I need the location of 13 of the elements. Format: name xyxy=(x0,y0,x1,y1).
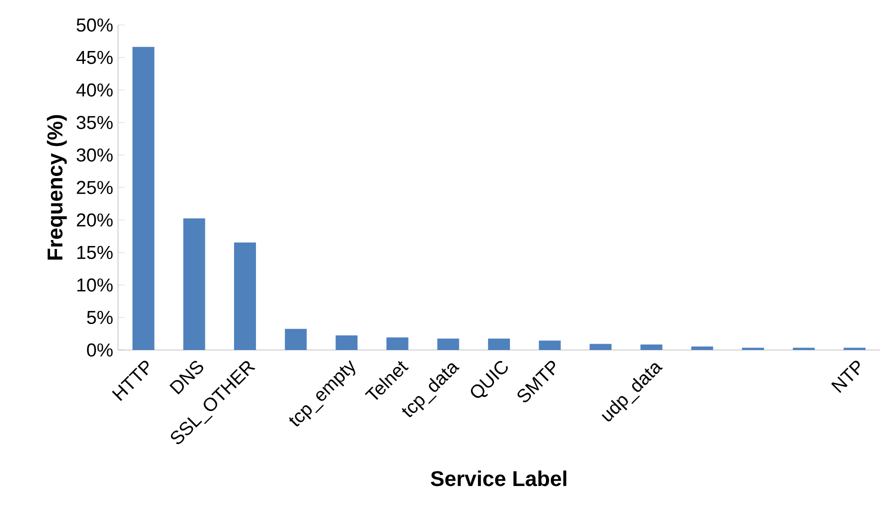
y-tick-label: 25% xyxy=(76,180,113,194)
y-tick-label: 0% xyxy=(87,343,113,357)
y-tick-label: 5% xyxy=(87,310,113,324)
y-tick-label: 20% xyxy=(76,213,113,227)
x-axis-title: Service Label xyxy=(430,470,566,486)
y-tick-label: 10% xyxy=(77,278,113,292)
y-tick-label: 30% xyxy=(76,148,113,162)
y-tick-label: 35% xyxy=(76,116,113,130)
y-tick-label: 50% xyxy=(76,18,113,32)
y-tick-label: 45% xyxy=(76,50,113,64)
y-axis-title: Frequency (%) xyxy=(46,115,67,260)
y-tick-label: 40% xyxy=(76,83,113,97)
y-tick-label: 15% xyxy=(77,246,113,260)
